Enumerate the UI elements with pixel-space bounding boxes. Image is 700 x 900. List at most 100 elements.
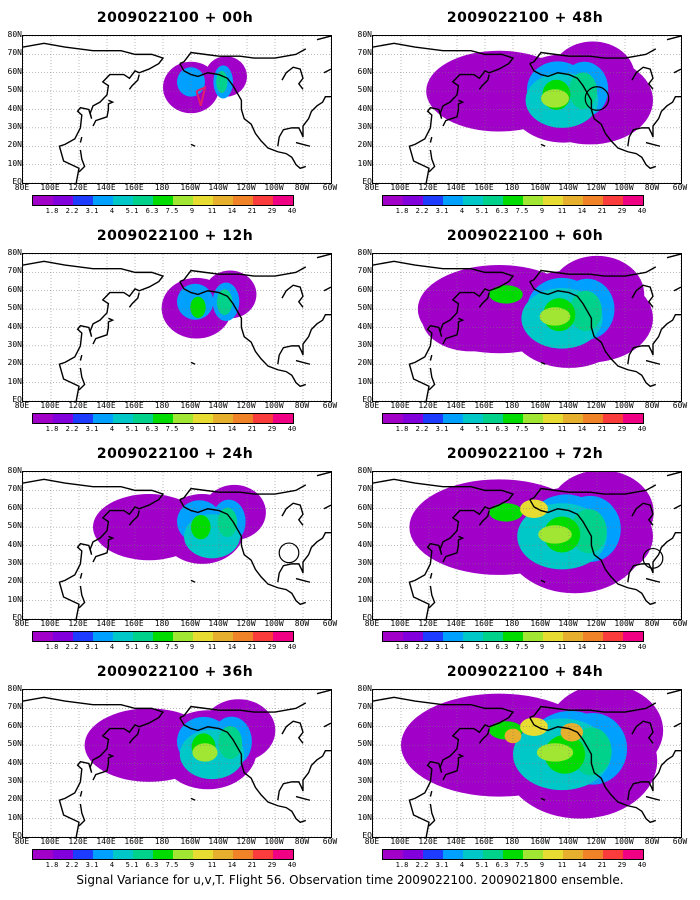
longitude-label: 140W bbox=[208, 837, 228, 846]
color-swatch bbox=[233, 196, 253, 205]
longitude-label: 100E bbox=[40, 401, 60, 410]
coastline bbox=[277, 531, 331, 583]
longitude-label: 80E bbox=[14, 619, 30, 628]
color-scale-label: 11 bbox=[557, 207, 567, 215]
coastline bbox=[478, 510, 490, 526]
highlight-circle bbox=[642, 547, 664, 569]
color-swatch bbox=[563, 632, 583, 641]
longitude-label: 100E bbox=[40, 837, 60, 846]
color-scale-label: 3.1 bbox=[85, 861, 99, 869]
longitude-label: 60W bbox=[672, 401, 688, 410]
coastline bbox=[281, 284, 304, 308]
longitude-label: 160E bbox=[474, 183, 494, 192]
coastline bbox=[529, 717, 657, 824]
coastline bbox=[323, 286, 331, 292]
coastline bbox=[666, 690, 681, 695]
longitude-label: 100W bbox=[614, 401, 634, 410]
color-scale-bar bbox=[382, 413, 644, 424]
color-swatch bbox=[253, 850, 273, 859]
color-scale-label: 5.1 bbox=[125, 425, 139, 433]
longitude-label: 80E bbox=[364, 183, 380, 192]
longitude-label: 180 bbox=[154, 837, 170, 846]
coastline bbox=[179, 702, 307, 719]
latitude-label: 80N bbox=[7, 684, 22, 693]
color-swatch bbox=[583, 850, 603, 859]
longitude-label: 140W bbox=[558, 619, 578, 628]
longitude-label: 140W bbox=[558, 837, 578, 846]
latitude-label: 80N bbox=[7, 30, 22, 39]
variance-contour bbox=[539, 307, 571, 326]
latitude-label: 30N bbox=[357, 557, 372, 567]
color-swatch bbox=[483, 632, 503, 641]
coastline bbox=[442, 753, 465, 781]
coastline bbox=[295, 359, 311, 365]
coastline bbox=[442, 317, 465, 345]
color-swatch bbox=[603, 850, 623, 859]
coastline bbox=[79, 572, 83, 579]
latitude-label: 60N bbox=[7, 66, 22, 76]
coastline bbox=[428, 803, 436, 827]
coastline bbox=[78, 585, 86, 609]
signal-variance-map bbox=[22, 35, 332, 184]
latitude-label: 50N bbox=[357, 303, 372, 313]
longitude-label: 140W bbox=[208, 183, 228, 192]
coastline bbox=[78, 803, 86, 827]
longitude-label: 120W bbox=[586, 619, 606, 628]
latitude-label: 20N bbox=[357, 140, 372, 150]
latitude-label: 70N bbox=[7, 702, 22, 712]
color-swatch bbox=[403, 414, 423, 423]
longitude-label: 160W bbox=[180, 619, 200, 628]
map-panel: 2009022100 + 60h 80N 70N 60N 50N 40N 30N 20N 10N… bbox=[350, 218, 700, 443]
color-scale-label: 29 bbox=[617, 643, 627, 651]
color-scale-label: 21 bbox=[597, 861, 607, 869]
latitude-label: 10N bbox=[7, 812, 22, 822]
color-scale-label: 5.1 bbox=[475, 861, 489, 869]
coastline bbox=[540, 579, 546, 583]
color-swatch bbox=[173, 632, 193, 641]
longitude-label: 120E bbox=[418, 837, 438, 846]
color-swatch bbox=[73, 850, 93, 859]
coastline bbox=[478, 292, 490, 308]
color-scale-label: 7.5 bbox=[515, 425, 529, 433]
color-swatch bbox=[503, 632, 523, 641]
latitude-label: EQ bbox=[12, 395, 22, 404]
longitude-label: 160E bbox=[474, 837, 494, 846]
variance-contour bbox=[569, 72, 597, 110]
coastline bbox=[78, 367, 86, 391]
color-swatch bbox=[523, 196, 543, 205]
longitude-label: 120E bbox=[418, 183, 438, 192]
longitude-label: 60W bbox=[672, 183, 688, 192]
map-panel: 2009022100 + 36h 80N 70N 60N 50N 40N 30N 20N 10N… bbox=[0, 654, 350, 879]
color-scale-label: 14 bbox=[577, 643, 587, 651]
coastline bbox=[316, 36, 331, 41]
color-scale-label: 9 bbox=[539, 425, 545, 433]
color-swatch bbox=[33, 850, 53, 859]
color-swatch bbox=[483, 414, 503, 423]
color-swatch bbox=[273, 196, 293, 205]
longitude-label: 80W bbox=[644, 837, 660, 846]
signal-variance-map bbox=[22, 253, 332, 402]
latitude-label: 50N bbox=[7, 303, 22, 313]
color-swatch bbox=[623, 850, 643, 859]
color-swatch bbox=[33, 632, 53, 641]
signal-variance-map bbox=[372, 471, 682, 620]
color-swatch bbox=[623, 632, 643, 641]
coastline bbox=[529, 702, 657, 719]
color-scale-label: 1.8 bbox=[395, 207, 409, 215]
color-scale-label: 3.1 bbox=[435, 425, 449, 433]
color-swatch bbox=[503, 850, 523, 859]
latitude-label: 40N bbox=[357, 321, 372, 331]
coastline bbox=[429, 572, 433, 579]
color-swatch bbox=[443, 632, 463, 641]
color-swatch bbox=[193, 414, 213, 423]
map-canvas bbox=[23, 690, 331, 837]
coastline bbox=[128, 728, 140, 744]
coastline bbox=[673, 504, 681, 510]
color-scale-label: 1.8 bbox=[45, 643, 59, 651]
longitude-label: 180 bbox=[504, 837, 520, 846]
coastline bbox=[540, 797, 546, 801]
color-scale-label: 2.2 bbox=[65, 861, 79, 869]
color-scale-label: 40 bbox=[637, 425, 647, 433]
color-scale-label: 6.3 bbox=[145, 643, 159, 651]
color-swatch bbox=[93, 196, 113, 205]
